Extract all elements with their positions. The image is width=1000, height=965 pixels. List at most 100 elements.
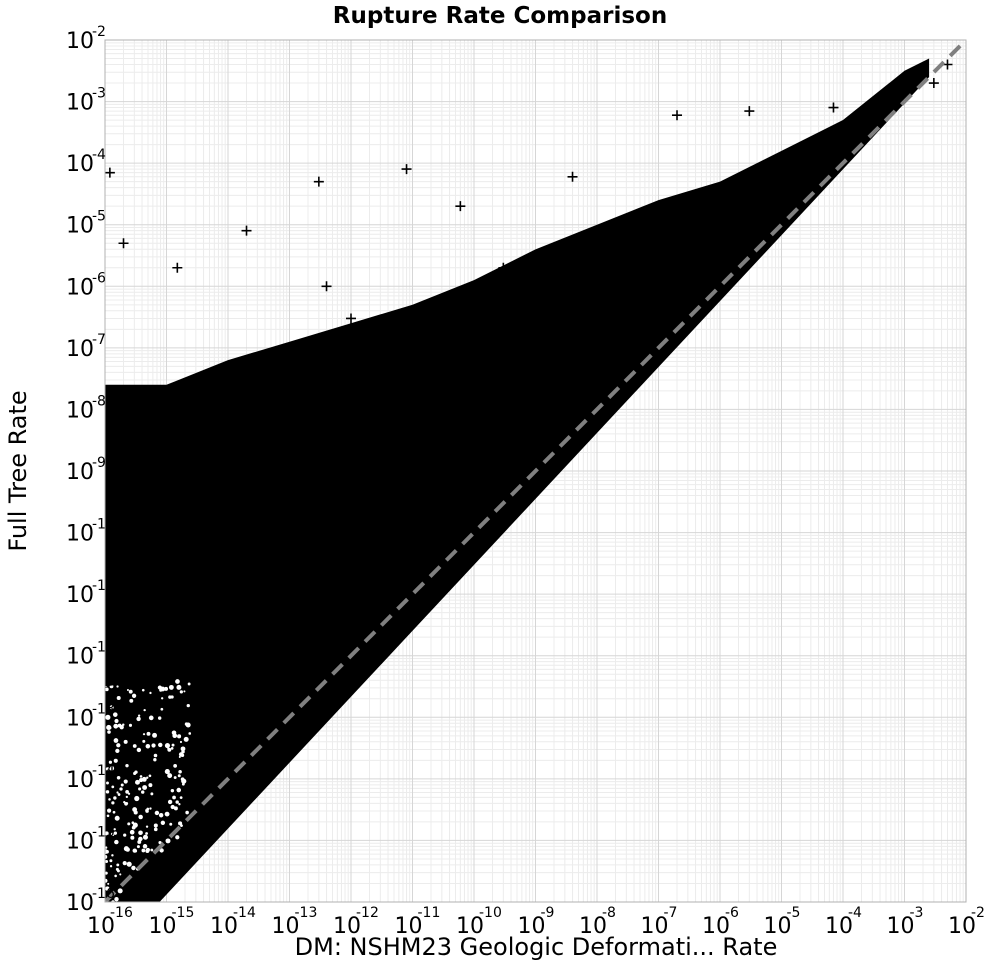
y-tick-label: 10-10 [66,517,115,547]
cloud-gap [114,815,120,821]
x-axis-label: DM: NSHM23 Geologic Deformati... Rate [295,933,778,961]
cloud-gap [132,848,137,853]
cloud-gap [136,716,141,722]
cloud-gap [141,776,147,782]
cloud-gap [183,736,189,742]
x-tick-exponent: -16 [110,905,133,921]
cloud-gap [132,744,137,748]
cloud-gap [152,732,157,738]
cloud-gap [187,682,191,686]
cloud-gap [105,687,109,692]
cloud-gap [138,838,141,841]
x-tick-base: 10 [887,914,915,939]
cloud-gap [179,740,183,744]
y-tick-exponent: -15 [92,824,115,840]
cloud-gap [157,685,162,690]
x-tick-label: 10-13 [272,905,318,939]
cloud-gap [153,823,158,828]
x-tick-base: 10 [149,914,177,939]
y-tick-label: 10-15 [66,824,115,854]
cloud-gap [175,679,180,684]
x-tick-label: 10-14 [210,905,256,939]
scatter-point [795,158,806,169]
y-tick-base: 10 [66,337,94,362]
cloud-gap [175,800,179,804]
x-tick-label: 10-15 [149,905,195,939]
cloud-gap [165,838,171,844]
cloud-gap [142,834,149,840]
y-tick-label: 10-13 [66,701,115,731]
cloud-gap [164,686,169,691]
cloud-gap [116,696,121,701]
cloud-gap [123,739,128,744]
cloud-gap [108,798,111,801]
x-tick-base: 10 [579,914,607,939]
cloud-gap [180,777,185,781]
cloud-gap [105,790,110,794]
y-tick-base: 10 [66,152,94,177]
y-tick-base: 10 [66,583,94,608]
x-tick-exponent: -15 [172,905,195,921]
cloud-gap [126,688,129,692]
y-tick-exponent: -10 [92,517,115,533]
cloud-gap [134,795,140,802]
x-tick-exponent: -12 [356,905,379,921]
cloud-gap [107,808,112,813]
cloud-gap [123,833,127,837]
y-tick-exponent: -14 [92,763,115,779]
cloud-gap [159,848,164,853]
x-tick-exponent: -2 [971,905,985,921]
scatter-point [498,262,509,273]
x-tick-exponent: -13 [295,905,318,921]
cloud-gap [129,829,135,835]
cloud-gap [164,769,170,775]
x-tick-base: 10 [87,914,115,939]
y-tick-base: 10 [66,398,94,423]
y-tick-base: 10 [66,891,94,916]
cloud-gap [114,718,119,724]
y-tick-exponent: -6 [92,270,106,286]
y-tick-label: 10-16 [66,886,115,916]
cloud-gap [106,781,109,785]
cloud-gap [116,791,119,794]
y-tick-base: 10 [66,829,94,854]
cloud-gap [137,840,142,844]
y-tick-base: 10 [66,91,94,116]
y-axis-label: Full Tree Rate [4,390,32,551]
y-tick-base: 10 [66,275,94,300]
cloud-gap [185,810,189,815]
x-tick-label: 10-16 [87,905,133,939]
cloud-gap [176,684,182,690]
cloud-gap [110,705,113,708]
cloud-gap [119,787,123,791]
scatter-point [744,106,755,117]
cloud-gap [115,748,120,754]
y-tick-base: 10 [66,768,94,793]
cloud-gap [170,788,175,793]
cloud-gap [105,860,109,863]
cloud-gap [164,743,171,749]
cloud-gap [122,861,127,866]
cloud-gap [170,747,174,750]
cloud-gap [158,813,164,818]
x-tick-base: 10 [272,914,300,939]
cloud-gap [125,795,128,799]
scatter-point [241,225,252,236]
y-axis-ticks: 10-1610-1510-1410-1310-1210-1110-1010-91… [66,24,115,916]
scatter-point [928,78,939,89]
cloud-gap [175,835,180,840]
cloud-gap [141,848,146,853]
x-tick-exponent: -8 [602,905,616,921]
plot-frame [104,39,967,903]
cloud-gap [133,810,138,815]
cloud-gap [167,773,173,779]
cloud-gap [138,787,142,791]
cloud-gap [167,799,173,805]
scatter-point [634,219,645,230]
x-tick-base: 10 [641,914,669,939]
y-tick-label: 10-9 [66,455,106,485]
cloud-gap [139,775,143,778]
point-cloud-texture [105,679,192,902]
x-tick-label: 10-7 [641,905,678,939]
cloud-gap [148,774,152,778]
